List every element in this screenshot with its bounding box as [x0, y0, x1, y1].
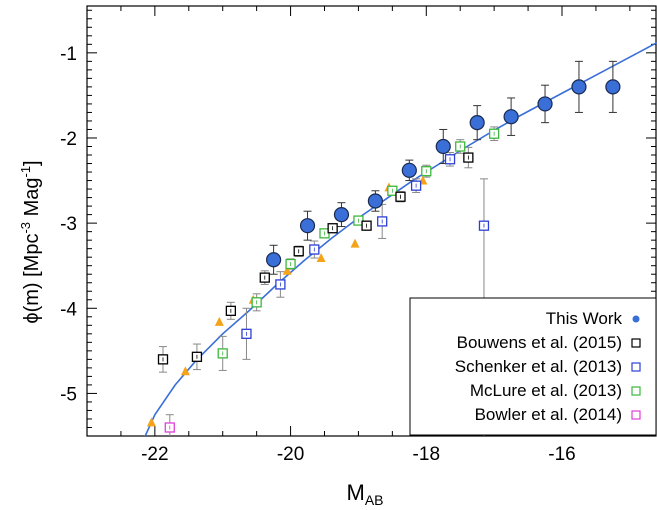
- data-point-triangle: [316, 253, 326, 263]
- y-tick-label: -4: [60, 299, 77, 320]
- schechter-fit-curve: [144, 41, 657, 436]
- axes: -22 -20 -18 -16 -5 -4 -3 -2 -1: [60, 5, 657, 465]
- x-axis-label: MAB: [346, 480, 383, 508]
- legend-label: Bouwens et al. (2015): [457, 333, 622, 352]
- x-tick-label: -20: [277, 444, 304, 465]
- data-point-this-work: [299, 218, 316, 234]
- data-point-this-work: [401, 162, 417, 178]
- legend-label: McLure et al. (2013): [470, 381, 622, 400]
- legend-marker-square: [631, 410, 641, 420]
- legend-label: Schenker et al. (2013): [455, 357, 622, 376]
- legend-label: Bowler et al. (2014): [475, 405, 622, 424]
- legend-marker-square: [631, 362, 641, 372]
- y-tick-label: -3: [60, 214, 77, 235]
- y-tick-label: -5: [60, 384, 77, 405]
- data-point-triangle: [180, 366, 190, 376]
- data-point-triangle: [146, 417, 156, 427]
- legend-box: [409, 297, 657, 436]
- x-tick-label: -22: [141, 444, 168, 465]
- data-point-this-work: [537, 96, 553, 112]
- x-tick-label: -18: [413, 444, 440, 465]
- fit-curve-layer: [144, 41, 657, 436]
- data-point-this-work: [605, 79, 621, 95]
- markers-layer: [146, 79, 621, 433]
- legend-label: This Work: [546, 309, 623, 328]
- data-point-this-work: [503, 109, 519, 125]
- plot-frame: [86, 5, 657, 437]
- y-tick-label: -2: [60, 129, 77, 150]
- data-point-triangle: [282, 265, 292, 275]
- data-point-this-work: [367, 193, 383, 209]
- data-point-this-work: [469, 115, 485, 131]
- legend-marker-circle: [632, 315, 640, 323]
- data-point-this-work: [435, 138, 451, 155]
- legend-marker-square: [631, 338, 641, 348]
- x-tick-label: -16: [548, 444, 575, 465]
- data-point-triangle: [350, 238, 360, 248]
- data-point-this-work: [571, 79, 587, 95]
- data-point-this-work: [266, 252, 282, 268]
- y-axis-label: ϕ(m) [Mpc-3 Mag-1]: [18, 160, 43, 323]
- y-tick-label: -1: [60, 44, 77, 65]
- data-point-this-work: [333, 207, 350, 223]
- legend-marker-square: [631, 386, 641, 396]
- data-point-triangle: [214, 316, 224, 326]
- legend: This Work Bouwens et al. (2015) Schenker e…: [409, 297, 657, 436]
